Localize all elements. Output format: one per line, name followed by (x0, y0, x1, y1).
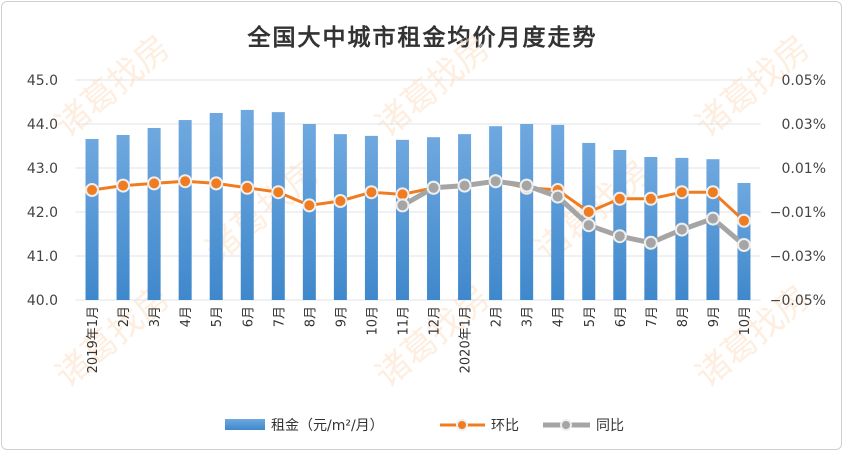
bar (364, 135, 378, 300)
legend-mom-marker (456, 419, 468, 431)
left-tick-label: 43.0 (27, 161, 58, 177)
x-tick-label: 9月 (334, 306, 349, 327)
bar (209, 113, 223, 300)
x-tick-label: 11月 (396, 306, 411, 336)
right-tick-label: 0.03% (782, 117, 826, 133)
mom-point (209, 176, 224, 191)
bar (85, 138, 99, 300)
mom-point (736, 213, 751, 228)
mom-point (581, 205, 596, 219)
right-tick-label: −0.01% (770, 205, 826, 221)
right-tick-label: 0.01% (782, 161, 826, 177)
mom-point (116, 178, 131, 193)
yoy-point (550, 189, 565, 204)
mom-line (91, 179, 745, 222)
bar (644, 157, 658, 300)
x-tick-label: 3月 (148, 306, 163, 327)
x-tick-label: 9月 (707, 306, 722, 327)
x-tick-label: 3月 (521, 306, 536, 327)
mom-point (147, 176, 162, 191)
bar (240, 109, 254, 300)
yoy-point (519, 178, 534, 193)
mom-point (364, 185, 379, 200)
bar (706, 159, 720, 300)
yoy-point (457, 178, 472, 193)
x-tick-label: 5月 (210, 306, 225, 327)
legend-label: 同比 (596, 418, 624, 434)
mom-point (705, 185, 720, 200)
legend-bar-swatch (225, 419, 265, 430)
bar (333, 134, 347, 300)
bar (116, 135, 130, 300)
x-tick-label: 4月 (179, 306, 194, 327)
bar (178, 120, 192, 300)
bar (489, 126, 503, 300)
bar (427, 137, 441, 300)
yoy-point (674, 222, 689, 237)
x-tick-label: 8月 (303, 306, 318, 327)
right-tick-label: −0.03% (770, 249, 826, 265)
yoy-point (705, 211, 720, 226)
yoy-point (488, 174, 503, 189)
bar (458, 134, 472, 300)
legend-label: 环比 (491, 418, 519, 434)
watermark: 诸葛找房 (48, 28, 178, 146)
mom-point (271, 185, 286, 200)
yoy-point (736, 238, 751, 252)
right-tick-label: −0.05% (770, 293, 826, 309)
left-tick-label: 45.0 (27, 73, 58, 89)
mom-point (178, 174, 193, 189)
x-tick-label: 12月 (428, 306, 443, 336)
yoy-point (612, 229, 627, 244)
yoy-point (426, 180, 441, 195)
x-tick-label: 7月 (272, 306, 287, 327)
x-tick-label: 2月 (117, 306, 132, 327)
bar (147, 127, 161, 301)
mom-point (643, 191, 658, 206)
bar (271, 112, 285, 301)
left-tick-label: 41.0 (27, 249, 58, 265)
x-tick-label: 4月 (552, 306, 567, 327)
mom-point (612, 191, 627, 206)
yoy-point (581, 218, 596, 233)
left-tick-label: 44.0 (27, 117, 58, 133)
x-tick-label: 2020年1月 (459, 306, 474, 373)
chart-title: 全国大中城市租金均价月度走势 (247, 24, 598, 51)
mom-point (240, 180, 255, 195)
left-tick-label: 42.0 (27, 205, 58, 221)
mom-point (302, 198, 317, 213)
legend-yoy-marker (560, 419, 572, 431)
bar (613, 149, 627, 300)
x-tick-label: 6月 (614, 306, 629, 327)
legend-label: 租金（元/m²/月） (271, 418, 384, 434)
bar (395, 139, 409, 300)
x-tick-label: 10月 (365, 306, 380, 336)
right-tick-label: 0.05% (782, 73, 826, 89)
x-tick-label: 2019年1月 (86, 306, 101, 373)
x-tick-label: 2月 (490, 306, 505, 327)
bar (551, 124, 565, 300)
yoy-point (643, 235, 658, 250)
x-tick-label: 8月 (676, 306, 691, 327)
yoy-point (395, 198, 410, 213)
left-tick-label: 40.0 (27, 293, 58, 309)
mom-point (333, 194, 348, 208)
mom-point (85, 183, 100, 197)
x-tick-label: 6月 (241, 306, 256, 327)
x-tick-label: 10月 (738, 306, 753, 336)
watermark: 诸葛找房 (368, 28, 498, 146)
bar (520, 124, 534, 300)
mom-point (674, 185, 689, 200)
x-tick-label: 5月 (583, 306, 598, 327)
x-tick-label: 7月 (645, 306, 660, 327)
